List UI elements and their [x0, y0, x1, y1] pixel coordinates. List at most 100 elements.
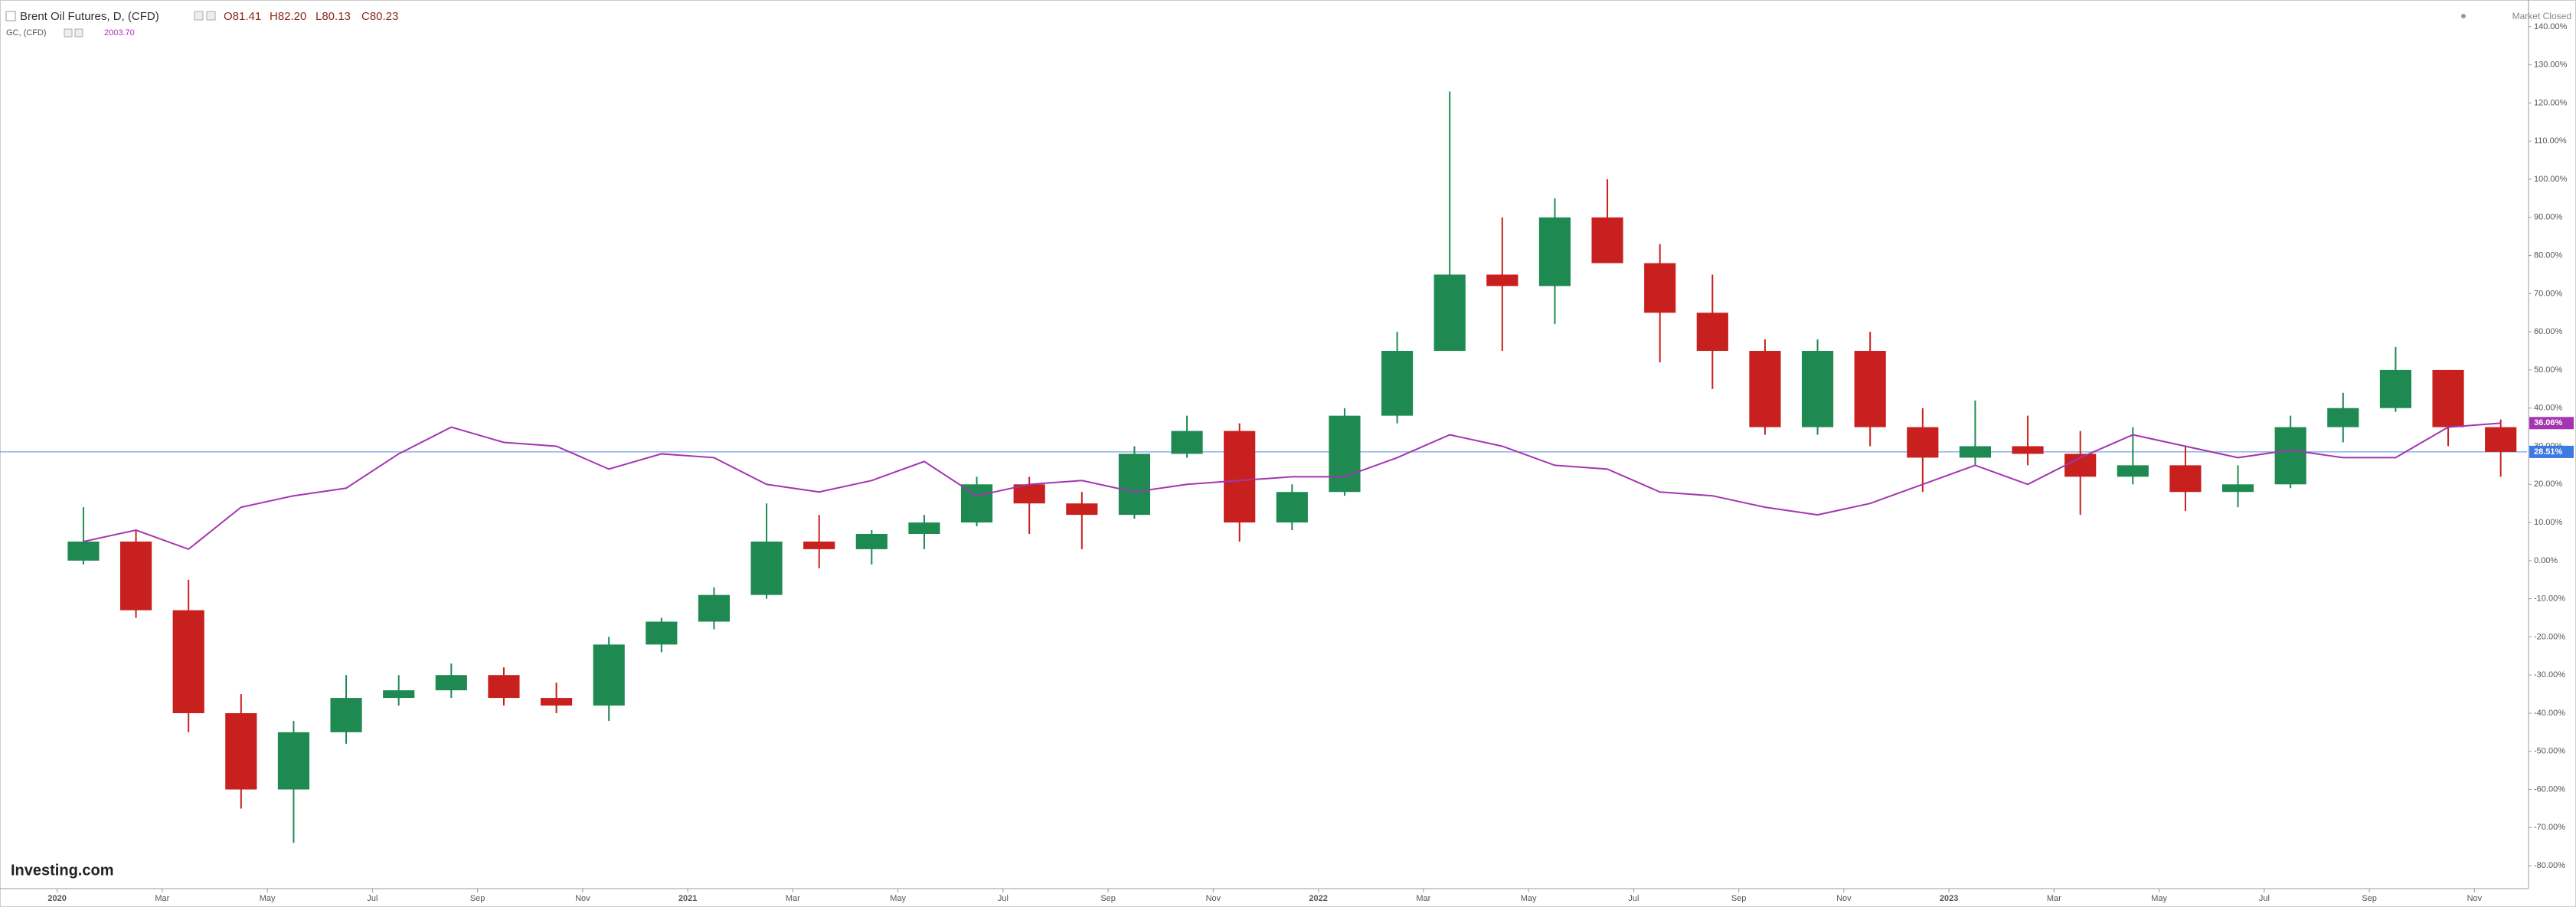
candle-body [1171, 431, 1203, 454]
candle-body [540, 698, 573, 706]
candle-body [2274, 427, 2306, 485]
candle-body [803, 541, 835, 549]
candle-body [330, 698, 362, 732]
overlay-line [83, 422, 2501, 551]
candle-body [1538, 217, 1571, 287]
candle-body [1381, 351, 1414, 416]
collapse-icon[interactable] [5, 11, 16, 21]
x-tick-label: Sep [1100, 894, 1116, 903]
x-tick-label: Jul [998, 894, 1008, 903]
candle-body [172, 610, 204, 713]
x-tick-label: Mar [786, 894, 800, 903]
quote-low: L80.13 [315, 10, 351, 23]
candle-body [2327, 408, 2359, 427]
candle-body [1801, 351, 1834, 427]
settings-icon[interactable] [194, 11, 204, 21]
candle-body [1013, 484, 1045, 504]
candle-body [698, 594, 731, 622]
x-tick-label: May [890, 894, 906, 903]
candle-body [2379, 369, 2412, 408]
y-tick-label: -70.00% [2534, 823, 2565, 832]
x-tick-label: Sep [470, 894, 485, 903]
candle-body [1959, 446, 1992, 458]
y-tick-label: 10.00% [2534, 518, 2563, 527]
candle-body [646, 621, 678, 645]
x-tick-label: 2020 [47, 894, 66, 903]
x-tick-label: Mar [155, 894, 169, 903]
x-tick-label: Nov [575, 894, 590, 903]
x-tick-label: May [2151, 894, 2167, 903]
candle-body [593, 644, 625, 706]
candle-body [119, 541, 152, 611]
candle-body [2432, 369, 2464, 427]
y-tick-label: 20.00% [2534, 480, 2563, 489]
candle-body [908, 522, 940, 534]
y-tick-label: 120.00% [2534, 98, 2568, 107]
overlay-badge [2529, 417, 2574, 430]
candle-body [1224, 431, 1256, 523]
main-name: Brent Oil Futures, D, (CFD) [20, 10, 159, 23]
y-tick-label: 110.00% [2534, 136, 2567, 146]
hide-icon[interactable] [206, 11, 216, 21]
candle-body [277, 732, 310, 790]
y-tick-label: 100.00% [2534, 175, 2568, 184]
logo: Investing.com [11, 862, 113, 879]
last-badge-label: 28.51% [2534, 447, 2563, 457]
y-tick-label: 140.00% [2534, 22, 2568, 31]
y-tick-label: 90.00% [2534, 213, 2563, 222]
candle-body [1749, 351, 1781, 427]
quote-high: H82.20 [270, 10, 306, 23]
candle-body [1644, 263, 1676, 313]
y-tick-label: -40.00% [2534, 709, 2565, 718]
candle-body [1329, 415, 1361, 493]
overlay-hide-icon[interactable] [74, 28, 83, 38]
x-tick-label: Nov [2467, 894, 2483, 903]
candle-body [1276, 492, 1308, 523]
x-tick-label: 2023 [1940, 894, 1958, 903]
y-tick-label: 50.00% [2534, 365, 2563, 375]
quote-close: C80.23 [361, 10, 398, 23]
candle-body [1591, 217, 1623, 264]
x-tick-label: 2021 [678, 894, 697, 903]
candle-body [2117, 465, 2149, 477]
candle-body [1696, 313, 1728, 352]
candle-body [1433, 274, 1466, 352]
overlay-badge-label: 36.06% [2534, 418, 2563, 427]
y-tick-label: -50.00% [2534, 747, 2565, 756]
candle-body [2485, 427, 2517, 452]
candle-body [855, 533, 888, 549]
y-tick-label: 70.00% [2534, 289, 2563, 298]
y-tick-label: -60.00% [2534, 784, 2565, 794]
y-tick-label: 60.00% [2534, 327, 2563, 336]
x-tick-label: Mar [2047, 894, 2061, 903]
y-tick-label: 80.00% [2534, 250, 2563, 260]
x-tick-label: May [1521, 894, 1537, 903]
y-tick-label: 0.00% [2534, 556, 2558, 565]
candle-body [435, 675, 467, 691]
candle-body [2012, 446, 2044, 454]
candle-body [383, 690, 415, 699]
candle-body [225, 712, 257, 790]
quote-open: O81.41 [224, 10, 261, 23]
candle-body [960, 484, 993, 523]
x-tick-label: Jul [1628, 894, 1639, 903]
y-tick-label: -20.00% [2534, 632, 2565, 641]
market-status: Market Closed [2512, 11, 2571, 21]
candle-body [1907, 427, 1939, 458]
x-tick-label: Mar [1416, 894, 1430, 903]
x-tick-label: Sep [2362, 894, 2377, 903]
candle-body [1486, 274, 1518, 287]
overlay-name: GC, (CFD) [6, 28, 47, 38]
candle-body [1066, 503, 1098, 516]
overlay-settings-icon[interactable] [64, 28, 73, 38]
y-tick-label: -10.00% [2534, 594, 2565, 604]
x-tick-label: Sep [1731, 894, 1747, 903]
overlay-quote: 2003.70 [104, 28, 135, 38]
last-badge [2529, 445, 2574, 458]
candle-body [488, 675, 520, 699]
candle-body [1854, 351, 1886, 427]
y-tick-label: -80.00% [2534, 861, 2565, 870]
candle-body [2169, 465, 2202, 493]
